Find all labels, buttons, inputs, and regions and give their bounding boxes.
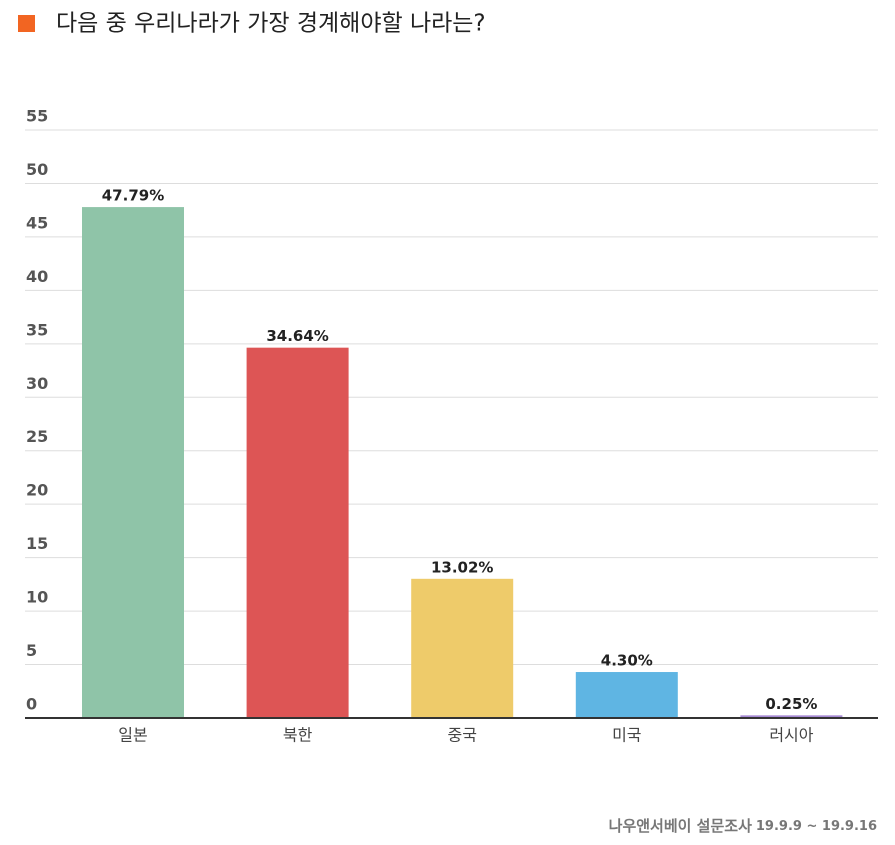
y-tick-label: 45: [26, 213, 48, 232]
period: 19.9.9 ~ 19.9.16: [756, 819, 877, 834]
source: 나우앤서베이 설문조사: [609, 817, 752, 835]
y-tick-label: 30: [26, 374, 48, 393]
y-tick-label: 0: [26, 695, 37, 714]
value-label: 0.25%: [765, 695, 817, 713]
y-tick-label: 25: [26, 427, 48, 446]
x-tick-label: 북한: [283, 726, 313, 745]
bar: [740, 715, 843, 718]
bar: [575, 672, 678, 718]
y-tick-label: 50: [26, 160, 48, 179]
value-label: 13.02%: [431, 558, 493, 576]
value-label: 34.64%: [266, 327, 328, 345]
value-label: 4.30%: [601, 652, 653, 670]
y-tick-label: 10: [26, 588, 48, 607]
y-tick-label: 40: [26, 267, 48, 286]
value-label: 47.79%: [102, 187, 164, 205]
footer: 나우앤서베이 설문조사 19.9.9 ~ 19.9.16: [609, 817, 877, 835]
x-tick-label: 미국: [612, 726, 641, 745]
y-tick-label: 35: [26, 320, 48, 339]
y-tick-label: 20: [26, 481, 48, 500]
x-tick-label: 러시아: [769, 726, 813, 745]
bar: [411, 578, 514, 718]
bar: [246, 347, 349, 718]
y-tick-label: 5: [26, 641, 37, 660]
title-marker: [18, 15, 35, 32]
x-tick-label: 중국: [447, 726, 476, 745]
y-tick-label: 55: [26, 107, 48, 126]
y-tick-label: 15: [26, 534, 48, 553]
chart-title: 다음 중 우리나라가 가장 경계해야할 나라는?: [56, 11, 486, 37]
bar: [82, 207, 184, 718]
x-tick-label: 일본: [118, 726, 147, 745]
